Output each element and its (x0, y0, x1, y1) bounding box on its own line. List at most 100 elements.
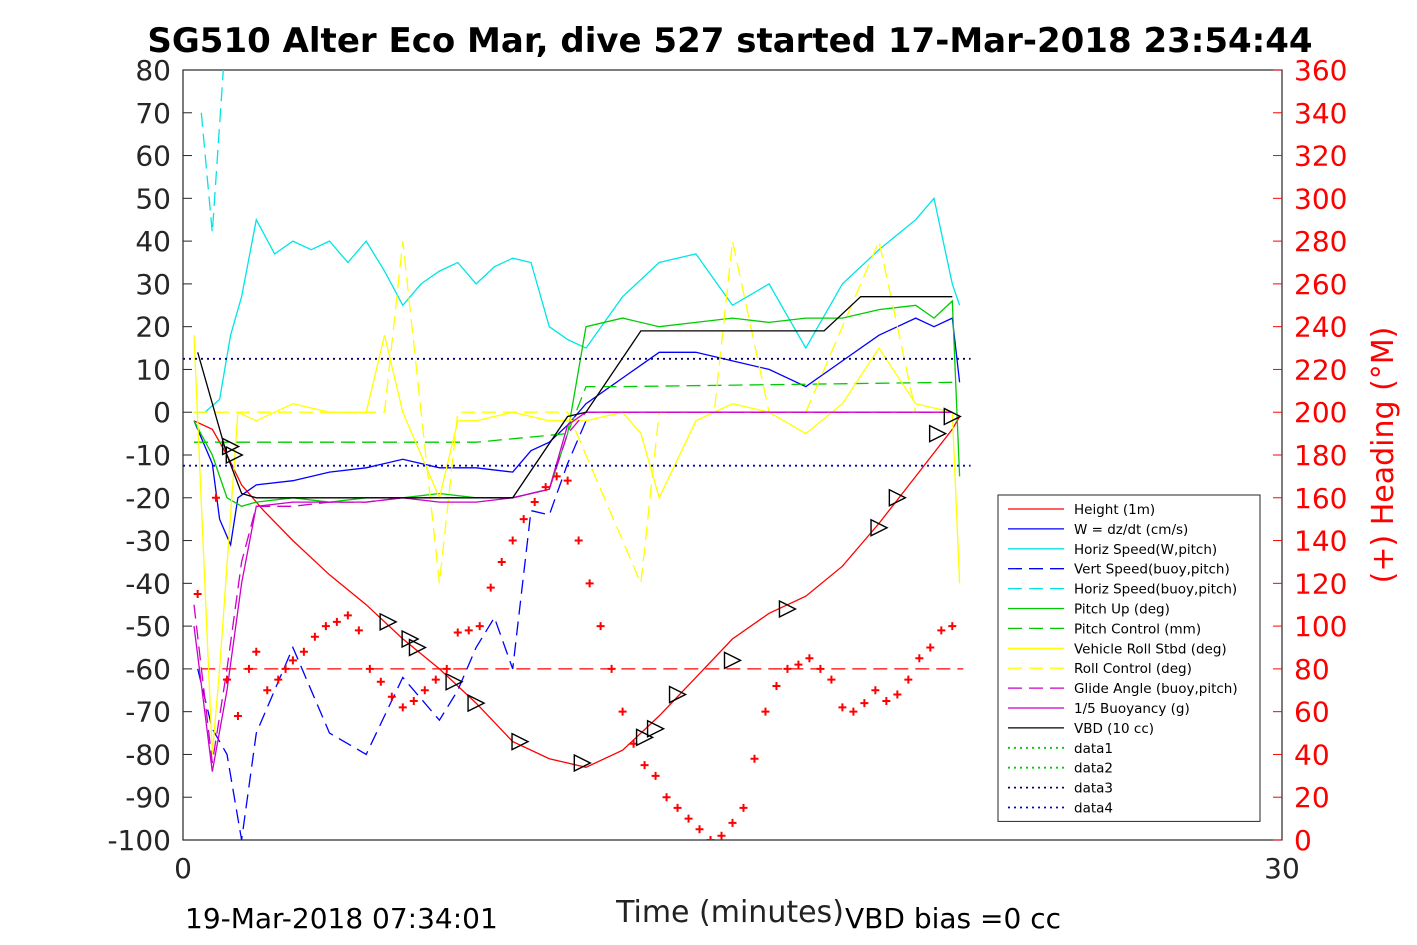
left-tick-label: -20 (125, 482, 171, 515)
heading-marker (673, 803, 682, 812)
right-tick-label: 300 (1294, 182, 1347, 215)
legend-label: VBD (10 cc) (1074, 721, 1154, 737)
heading-marker (816, 664, 825, 673)
heading-marker (365, 664, 374, 673)
heading-marker (750, 754, 759, 763)
heading-marker (563, 476, 572, 485)
heading-marker (321, 622, 330, 631)
triangle-marker (870, 518, 889, 537)
right-tick-label: 340 (1294, 97, 1347, 130)
heading-marker (387, 692, 396, 701)
heading-marker (761, 707, 770, 716)
legend-label: Height (1m) (1074, 502, 1155, 518)
left-tick-label: 20 (135, 311, 171, 344)
triangle-marker (668, 685, 688, 704)
chart-title: SG510 Alter Eco Mar, dive 527 started 17… (147, 21, 1312, 61)
heading-marker (651, 771, 660, 780)
left-axis-ticks: 80 70 60 50 40 30 20 10 0 -10 -20 -30 -40 -50 -60 -70 -8… (107, 54, 192, 857)
heading-marker (585, 579, 594, 588)
heading-marker (244, 664, 253, 673)
legend-label: Horiz Speed(W,pitch) (1074, 542, 1217, 558)
legend-label: Roll Control (deg) (1074, 661, 1192, 677)
right-tick-label: 120 (1294, 567, 1347, 600)
heading-marker (508, 536, 517, 545)
triangle-marker (646, 719, 666, 738)
legend-label: data4 (1074, 801, 1113, 817)
left-tick-label: -60 (125, 653, 171, 686)
triangle-marker (573, 753, 592, 773)
right-tick-label: 200 (1294, 396, 1347, 429)
right-tick-label: 360 (1294, 54, 1347, 87)
heading-marker (519, 515, 528, 524)
heading-marker (827, 675, 836, 684)
series-group (183, 70, 971, 840)
right-tick-label: 0 (1294, 824, 1312, 857)
heading-marker (695, 825, 704, 834)
heading-marker (497, 557, 506, 566)
x-tick-label: 30 (1264, 852, 1300, 885)
right-tick-label: 20 (1294, 781, 1330, 814)
heading-marker (464, 626, 473, 635)
triangle-marker (408, 638, 428, 657)
right-tick-label: 80 (1294, 653, 1330, 686)
heading-marker (288, 656, 297, 665)
plot-area (182, 69, 1283, 841)
heading-marker (274, 675, 283, 684)
legend-label: Pitch Control (mm) (1074, 621, 1201, 637)
right-tick-label: 100 (1294, 610, 1347, 643)
right-tick-label: 280 (1294, 225, 1347, 258)
heading-marker (420, 686, 429, 695)
left-tick-label: 30 (135, 268, 171, 301)
heading-marker (926, 643, 935, 652)
legend-label: data1 (1074, 741, 1113, 757)
triangle-marker (778, 599, 798, 619)
legend-label: Glide Angle (buoy,pitch) (1074, 681, 1238, 697)
triangle-marker (511, 732, 530, 751)
left-tick-label: -90 (125, 781, 171, 814)
heading-marker (607, 664, 616, 673)
triangle-marker (943, 407, 962, 426)
heading-marker (376, 677, 385, 686)
heading-marker (706, 836, 715, 840)
left-tick-label: 50 (135, 182, 171, 215)
series-line-7 (193, 335, 961, 755)
x-axis-label: Time (minutes) (615, 895, 844, 930)
series-line-0 (193, 416, 961, 768)
heading-marker (442, 664, 451, 673)
heading-marker (684, 814, 693, 823)
right-tick-label: 140 (1294, 525, 1347, 558)
right-tick-label: 220 (1294, 353, 1347, 386)
heading-marker (354, 626, 363, 635)
series-line-11 (197, 296, 953, 499)
series-line-10 (193, 411, 953, 772)
right-tick-label: 320 (1294, 140, 1347, 173)
triangle-marker (635, 728, 655, 747)
left-tick-label: -100 (107, 824, 171, 857)
series-line-5 (193, 299, 961, 508)
heading-marker (281, 664, 290, 673)
legend-label: 1/5 Buoyancy (g) (1074, 701, 1190, 717)
triangle-marker (225, 445, 244, 465)
heading-marker (948, 622, 957, 631)
legend-label: data3 (1074, 781, 1113, 797)
heading-marker (937, 626, 946, 635)
heading-marker (805, 654, 814, 663)
heading-marker (486, 583, 495, 592)
heading-marker (233, 711, 242, 720)
left-tick-label: 10 (135, 353, 171, 386)
left-tick-label: 80 (135, 54, 171, 87)
heading-marker (717, 831, 726, 840)
left-tick-label: 0 (153, 396, 171, 429)
right-tick-label: 60 (1294, 696, 1330, 729)
right-axis-label: (+) Heading (°M) (1366, 327, 1401, 584)
heading-marker (453, 628, 462, 637)
right-tick-label: 180 (1294, 439, 1347, 472)
left-tick-label: -70 (125, 696, 171, 729)
legend-label: Vehicle Roll Stbd (deg) (1074, 641, 1227, 657)
series-line-1 (193, 317, 961, 548)
left-tick-label: -30 (125, 525, 171, 558)
right-tick-label: 160 (1294, 482, 1347, 515)
heading-marker (541, 483, 550, 492)
heading-marker (849, 707, 858, 716)
series-line-6 (194, 381, 953, 443)
